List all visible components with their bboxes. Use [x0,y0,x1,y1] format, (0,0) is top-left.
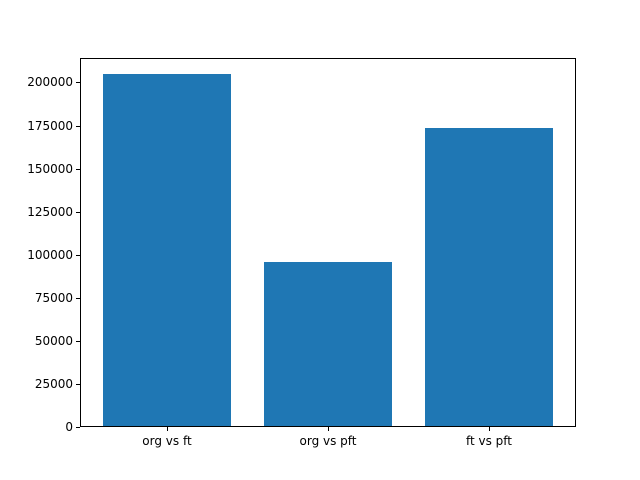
y-tick-label: 50000 [34,334,73,348]
y-tick-mark [76,341,80,342]
bar-org-vs-pft [263,262,393,426]
y-tick-mark [76,255,80,256]
y-tick-label: 200000 [27,75,73,89]
x-tick-label: org vs ft [142,434,192,448]
y-tick-mark [76,82,80,83]
bar-ft-vs-pft [424,128,554,426]
y-tick-mark [76,212,80,213]
y-tick-label: 25000 [34,377,73,391]
y-tick-mark [76,298,80,299]
y-tick-label: 150000 [27,162,73,176]
y-tick-mark [76,427,80,428]
y-tick-label: 0 [65,420,73,434]
x-tick-label: ft vs pft [465,434,513,448]
y-tick-label: 175000 [27,119,73,133]
plot-area [80,58,576,427]
x-tick-mark [489,427,490,431]
y-tick-mark [76,384,80,385]
x-tick-label: org vs pft [299,434,357,448]
x-tick-mark [328,427,329,431]
y-tick-mark [76,126,80,127]
y-tick-label: 100000 [27,248,73,262]
y-tick-label: 125000 [27,205,73,219]
y-tick-label: 75000 [34,291,73,305]
y-tick-mark [76,169,80,170]
x-tick-mark [167,427,168,431]
bar-org-vs-ft [102,73,232,426]
